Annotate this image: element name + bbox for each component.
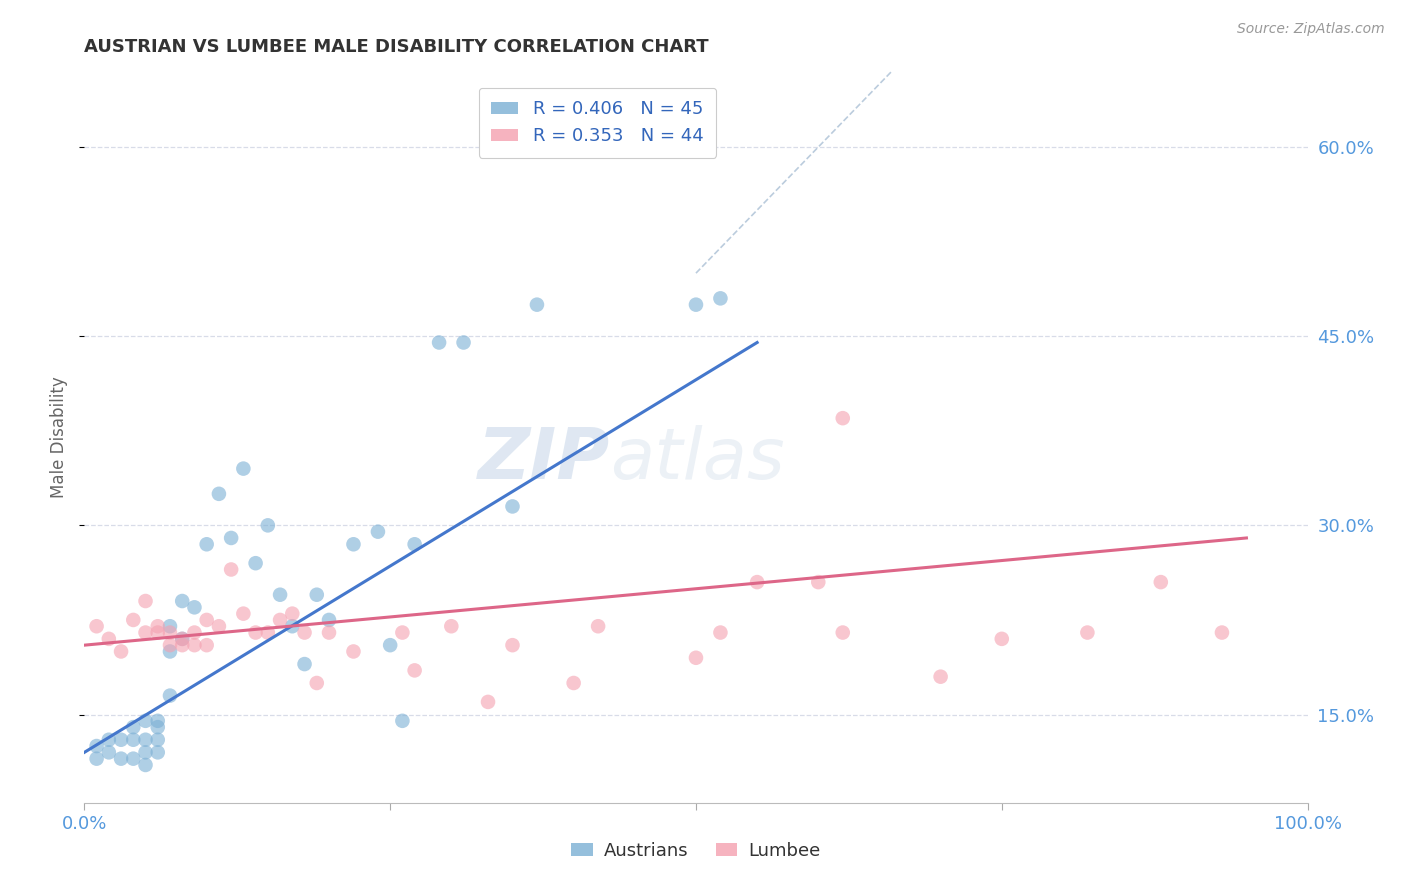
Point (86, 752, 108, 766)
Point (135, 732, 157, 747)
Point (305, 676, 328, 690)
Point (586, 619, 609, 633)
Text: Source: ZipAtlas.com: Source: ZipAtlas.com (1237, 22, 1385, 37)
Point (380, 638, 402, 652)
Point (294, 625, 316, 640)
Point (183, 600, 205, 615)
Point (281, 619, 304, 633)
Point (110, 644, 132, 658)
Point (342, 537, 364, 551)
Point (453, 335, 475, 350)
Point (159, 625, 181, 640)
Text: atlas: atlas (610, 425, 785, 493)
Point (245, 625, 267, 640)
Point (195, 537, 218, 551)
Point (146, 625, 169, 640)
Point (318, 625, 340, 640)
Point (440, 619, 463, 633)
Text: ZIP: ZIP (478, 425, 610, 493)
Point (929, 670, 952, 684)
Point (219, 562, 242, 576)
Point (391, 714, 413, 728)
Point (427, 335, 450, 350)
Point (110, 732, 132, 747)
Point (159, 644, 181, 658)
Point (172, 632, 194, 646)
Point (135, 758, 157, 772)
Point (97, 732, 120, 747)
Point (269, 588, 291, 602)
Point (991, 632, 1014, 646)
Point (709, 291, 731, 305)
Point (208, 487, 231, 501)
Point (122, 752, 145, 766)
Point (1211, 625, 1233, 640)
Point (110, 752, 132, 766)
Text: AUSTRIAN VS LUMBEE MALE DISABILITY CORRELATION CHART: AUSTRIAN VS LUMBEE MALE DISABILITY CORRE… (84, 38, 709, 56)
Point (122, 720, 145, 734)
Point (219, 531, 242, 545)
Point (159, 638, 181, 652)
Point (831, 625, 853, 640)
Point (135, 714, 157, 728)
Point (747, 575, 769, 590)
Point (1150, 575, 1173, 590)
Point (318, 613, 340, 627)
Point (122, 732, 145, 747)
Point (146, 619, 169, 633)
Point (257, 518, 280, 533)
Point (305, 588, 328, 602)
Point (86, 739, 108, 753)
Point (159, 619, 181, 633)
Point (135, 594, 157, 608)
Point (208, 619, 231, 633)
Point (97, 632, 120, 646)
Point (342, 644, 364, 658)
Point (183, 638, 205, 652)
Point (404, 537, 426, 551)
Point (502, 638, 524, 652)
Point (183, 625, 205, 640)
Point (391, 625, 413, 640)
Point (195, 638, 218, 652)
Point (172, 594, 194, 608)
Legend: Austrians, Lumbee: Austrians, Lumbee (564, 835, 828, 867)
Point (195, 613, 218, 627)
Point (146, 714, 169, 728)
Y-axis label: Male Disability: Male Disability (51, 376, 69, 498)
Point (562, 676, 585, 690)
Point (122, 613, 145, 627)
Point (502, 500, 524, 514)
Point (831, 411, 853, 425)
Point (685, 298, 707, 312)
Point (709, 625, 731, 640)
Point (86, 619, 108, 633)
Point (172, 632, 194, 646)
Point (135, 625, 157, 640)
Point (257, 625, 280, 640)
Point (146, 720, 169, 734)
Point (159, 689, 181, 703)
Point (526, 298, 548, 312)
Point (245, 556, 267, 570)
Point (232, 461, 254, 475)
Point (367, 524, 389, 539)
Point (477, 695, 499, 709)
Point (281, 607, 304, 621)
Point (97, 745, 120, 759)
Point (685, 650, 707, 665)
Point (269, 613, 291, 627)
Point (172, 638, 194, 652)
Point (294, 657, 316, 671)
Point (135, 745, 157, 759)
Point (146, 732, 169, 747)
Point (232, 607, 254, 621)
Point (807, 575, 830, 590)
Point (146, 745, 169, 759)
Point (404, 664, 426, 678)
Point (1076, 625, 1098, 640)
